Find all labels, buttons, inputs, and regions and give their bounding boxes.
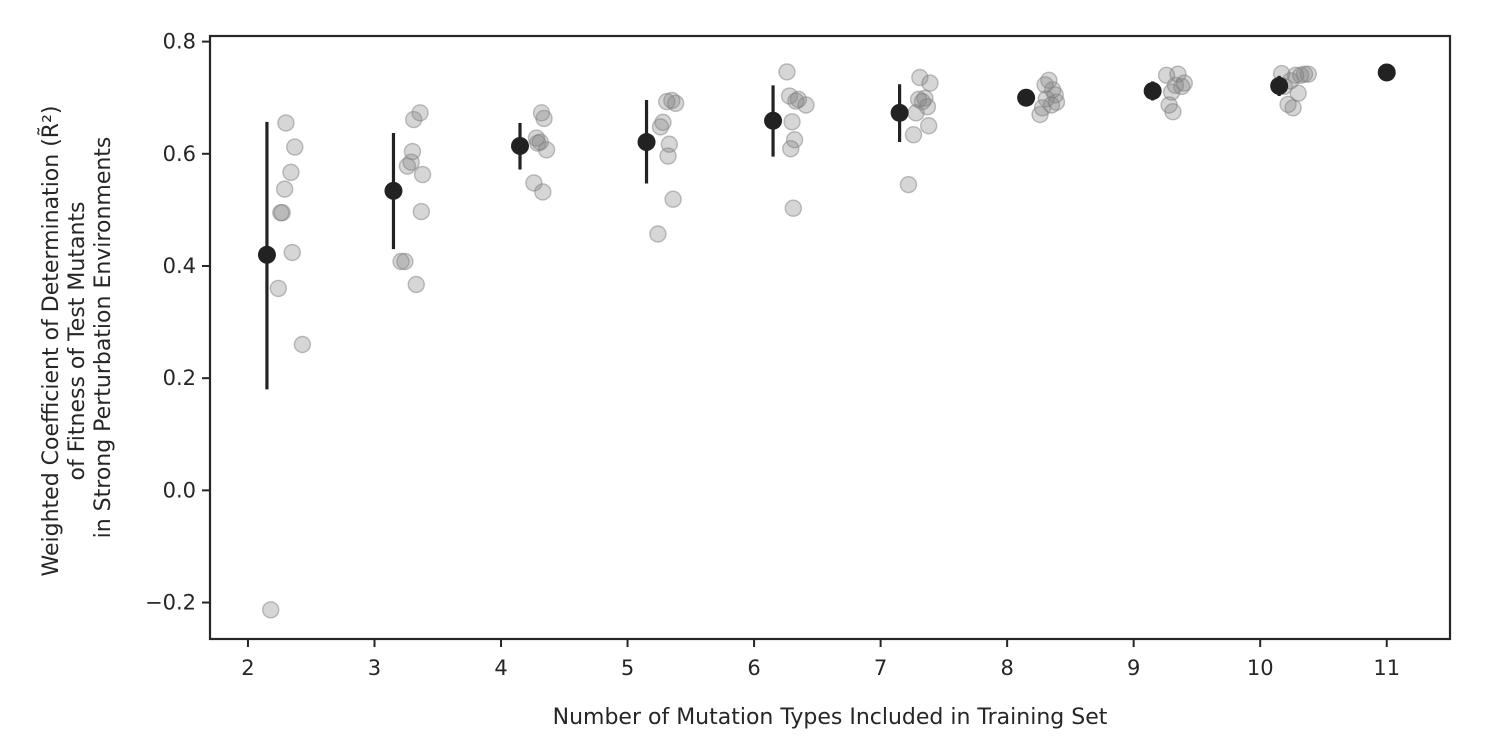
individual-point [797, 96, 815, 114]
individual-point [413, 165, 432, 184]
individual-point [899, 175, 918, 194]
individual-point [269, 279, 288, 298]
individual-point [904, 126, 923, 144]
individual-point [411, 104, 429, 122]
individual-point [911, 68, 929, 87]
mean-point [1377, 63, 1396, 82]
individual-point [1295, 65, 1314, 83]
individual-point [660, 135, 679, 153]
mean-points [257, 63, 1396, 390]
individual-point [534, 183, 552, 201]
individual-point [783, 113, 801, 131]
individual-point [392, 252, 410, 271]
individual-point [654, 113, 672, 132]
mean-point [764, 111, 783, 130]
individual-point [277, 114, 295, 132]
y-tick-label: 0.8 [163, 30, 196, 54]
individual-point [396, 252, 414, 271]
individual-point [293, 335, 312, 354]
x-tick-label: 11 [1373, 656, 1400, 680]
x-tick-label: 9 [1127, 656, 1140, 680]
individual-point [1047, 93, 1066, 111]
mean-point [1017, 88, 1036, 107]
individual-points [262, 63, 1317, 619]
individual-point [273, 203, 291, 222]
individual-point [405, 110, 423, 129]
individual-point [921, 74, 939, 92]
individual-point [778, 63, 796, 81]
individual-point [286, 138, 304, 156]
x-tick-label: 6 [747, 656, 760, 680]
y-tick-label: 0.2 [163, 366, 196, 390]
individual-point [784, 199, 803, 217]
individual-point [1040, 71, 1058, 90]
x-tick-label: 3 [368, 656, 381, 680]
individual-point [918, 97, 937, 116]
individual-point [649, 225, 667, 243]
y-axis: −0.2 0.0 0.2 0.4 0.6 0.8 [145, 30, 210, 615]
mean-point [890, 103, 909, 122]
individual-point [782, 140, 800, 158]
individual-point [282, 163, 300, 182]
y-axis-label: Weighted Coefficient of Determination (R… [38, 99, 116, 577]
individual-point [919, 117, 938, 135]
x-tick-label: 8 [1000, 656, 1013, 680]
mean-point [637, 133, 656, 152]
plot-frame [208, 34, 1452, 641]
x-tick-label: 4 [494, 656, 507, 680]
x-tick-label: 7 [874, 656, 887, 680]
individual-point [407, 275, 425, 294]
mean-point [1143, 81, 1162, 100]
mean-point [257, 245, 276, 264]
x-axis: 2 3 4 5 6 7 8 9 10 11 [241, 639, 1400, 680]
individual-point [283, 243, 301, 262]
individual-point [664, 190, 682, 208]
individual-point [535, 109, 553, 128]
individual-point [525, 174, 543, 192]
individual-point [1164, 103, 1182, 121]
individual-point [412, 202, 431, 221]
x-tick-label: 10 [1247, 656, 1274, 680]
individual-point [262, 601, 280, 619]
x-tick-label: 2 [241, 656, 254, 680]
individual-point [785, 131, 804, 149]
individual-point [1284, 99, 1302, 117]
individual-point [1289, 84, 1307, 102]
mean-point [384, 181, 403, 200]
individual-point [1042, 96, 1061, 114]
x-tick-label: 5 [621, 656, 634, 680]
y-axis-label-line-2: of Fitness of Test Mutants [65, 202, 90, 481]
mean-point [511, 136, 529, 155]
individual-point [403, 142, 422, 161]
individual-point [1299, 65, 1317, 83]
y-axis-label-line-1: Weighted Coefficient of Determination (R… [38, 106, 64, 577]
individual-point [275, 180, 294, 198]
individual-point [537, 141, 556, 159]
y-tick-label: 0.6 [163, 142, 196, 166]
mean-point [1270, 76, 1289, 95]
y-tick-label: 0.4 [163, 254, 196, 278]
individual-point [1286, 66, 1305, 84]
y-axis-label-line-3: in Strong Perturbation Environments [91, 137, 116, 539]
y-tick-label: −0.2 [145, 591, 196, 615]
individual-point [666, 94, 685, 113]
x-axis-label: Number of Mutation Types Included in Tra… [553, 705, 1108, 730]
y-tick-label: 0.0 [163, 478, 196, 502]
individual-point [1175, 74, 1193, 92]
